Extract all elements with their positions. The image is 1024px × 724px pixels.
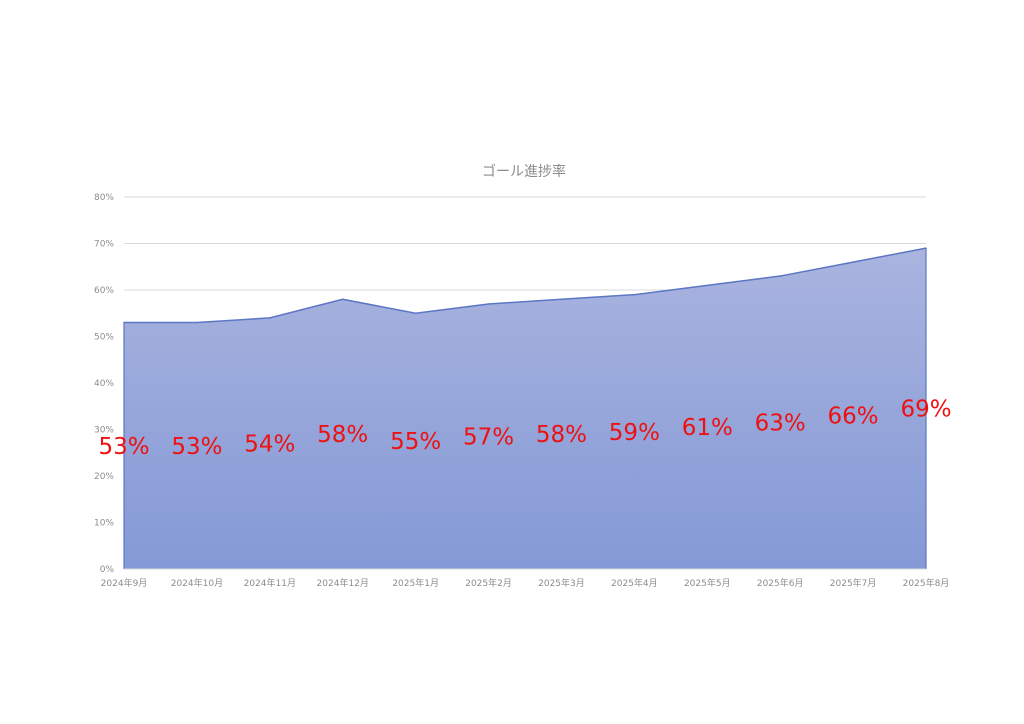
y-tick-label: 60% xyxy=(94,286,114,296)
data-point xyxy=(925,247,927,249)
data-point xyxy=(706,284,709,287)
data-label: 54% xyxy=(244,431,295,457)
data-point xyxy=(779,275,781,277)
y-tick-label: 40% xyxy=(94,379,114,389)
data-point xyxy=(633,293,636,296)
data-point xyxy=(196,321,198,324)
data-label: 61% xyxy=(682,415,733,441)
chart-title: ゴール進捗率 xyxy=(482,163,566,180)
x-tick-label: 2024年9月 xyxy=(101,577,148,589)
data-label: 58% xyxy=(317,422,368,448)
x-tick-label: 2025年8月 xyxy=(903,577,950,589)
y-axis: 0% 10% 20% 30% 40% 50% 60% 70% 80% xyxy=(94,193,114,575)
data-point xyxy=(123,321,125,324)
data-label: 53% xyxy=(171,434,222,460)
data-label: 53% xyxy=(98,434,149,460)
x-tick-label: 2025年7月 xyxy=(830,577,877,589)
data-point xyxy=(269,317,271,319)
data-point xyxy=(487,303,490,305)
x-tick-label: 2025年4月 xyxy=(611,577,658,589)
data-labels: 53% 53% 54% 58% 55% 57% 58% 59% 61% 63% 66% 69% xyxy=(98,397,951,460)
data-label: 58% xyxy=(536,422,587,448)
data-label: 59% xyxy=(609,420,660,446)
x-tick-label: 2024年11月 xyxy=(244,577,296,589)
y-tick-label: 10% xyxy=(94,519,114,529)
y-tick-label: 80% xyxy=(94,193,114,203)
area-fill xyxy=(124,248,926,569)
y-tick-label: 50% xyxy=(94,333,114,343)
plot-area xyxy=(123,247,927,570)
data-label: 69% xyxy=(900,397,951,423)
data-point xyxy=(414,312,417,315)
x-tick-label: 2025年6月 xyxy=(757,577,804,589)
x-tick-label: 2025年1月 xyxy=(392,577,439,589)
data-point xyxy=(341,298,344,301)
data-point xyxy=(560,298,563,301)
data-label: 57% xyxy=(463,424,514,450)
x-tick-label: 2024年12月 xyxy=(317,577,369,589)
y-tick-label: 30% xyxy=(94,426,114,436)
x-tick-label: 2024年10月 xyxy=(171,577,223,589)
data-label: 63% xyxy=(755,411,806,437)
series-line xyxy=(124,247,927,324)
x-tick-label: 2025年2月 xyxy=(465,577,512,589)
x-tick-label: 2025年5月 xyxy=(684,577,731,589)
y-tick-label: 70% xyxy=(94,240,114,250)
data-label: 55% xyxy=(390,429,441,455)
y-tick-label: 0% xyxy=(100,565,115,575)
data-point xyxy=(852,261,854,263)
x-axis: 2024年9月 2024年10月 2024年11月 2024年12月 2025年1月 20… xyxy=(101,577,950,589)
y-tick-label: 20% xyxy=(94,472,114,482)
data-label: 66% xyxy=(828,404,879,430)
x-tick-label: 2025年3月 xyxy=(538,577,585,589)
